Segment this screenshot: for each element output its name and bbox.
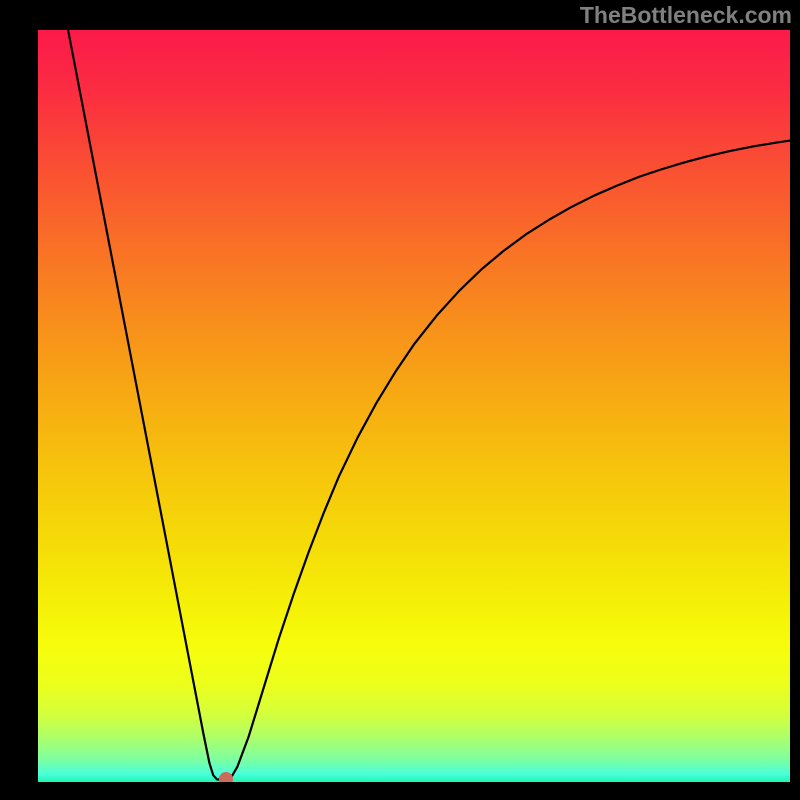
- bottleneck-curve: [38, 30, 790, 782]
- optimal-point-marker: [219, 772, 233, 782]
- watermark-text: TheBottleneck.com: [580, 2, 792, 29]
- plot-area: [38, 30, 790, 782]
